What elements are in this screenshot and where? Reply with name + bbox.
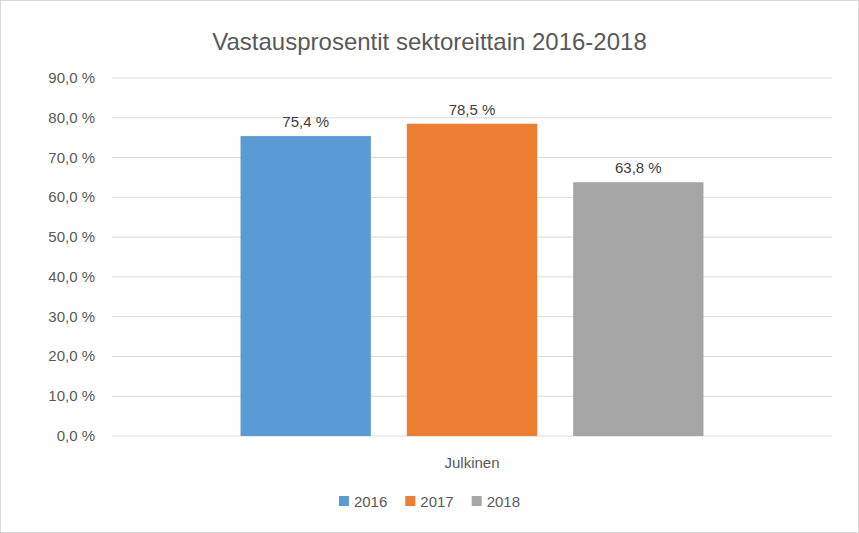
bar: [573, 182, 703, 436]
legend-label: 2017: [420, 493, 453, 510]
bars: [241, 124, 704, 436]
data-label: 63,8 %: [615, 159, 662, 176]
title: Vastausprosentit sektoreittain 2016-2018: [212, 28, 647, 55]
chart: Vastausprosentit sektoreittain 2016-2018…: [0, 0, 859, 533]
data-label: 78,5 %: [449, 101, 496, 118]
y-tick-label: 90,0 %: [48, 69, 95, 86]
y-tick-label: 0,0 %: [57, 427, 95, 444]
y-tick-label: 30,0 %: [48, 308, 95, 325]
y-tick-label: 60,0 %: [48, 188, 95, 205]
bar: [407, 124, 537, 436]
chart-frame: [1, 1, 859, 533]
legend-swatch: [339, 496, 349, 506]
grid: [112, 78, 832, 436]
data-labels: 75,4 % 78,5 % 63,8 %: [282, 101, 661, 176]
bar: [241, 136, 371, 436]
y-tick-label: 40,0 %: [48, 268, 95, 285]
data-label: 75,4 %: [282, 113, 329, 130]
y-tick-label: 10,0 %: [48, 387, 95, 404]
y-tick-label: 20,0 %: [48, 347, 95, 364]
grid-line: [112, 78, 832, 79]
legend: 2016 2017 2018: [339, 493, 520, 510]
legend-label: 2018: [487, 493, 520, 510]
legend-label: 2016: [354, 493, 387, 510]
y-tick-label: 50,0 %: [48, 228, 95, 245]
legend-swatch: [472, 496, 482, 506]
x-tick-label: Julkinen: [444, 454, 499, 471]
legend-swatch: [405, 496, 415, 506]
y-tick-label: 70,0 %: [48, 149, 95, 166]
y-tick-label: 80,0 %: [48, 109, 95, 126]
